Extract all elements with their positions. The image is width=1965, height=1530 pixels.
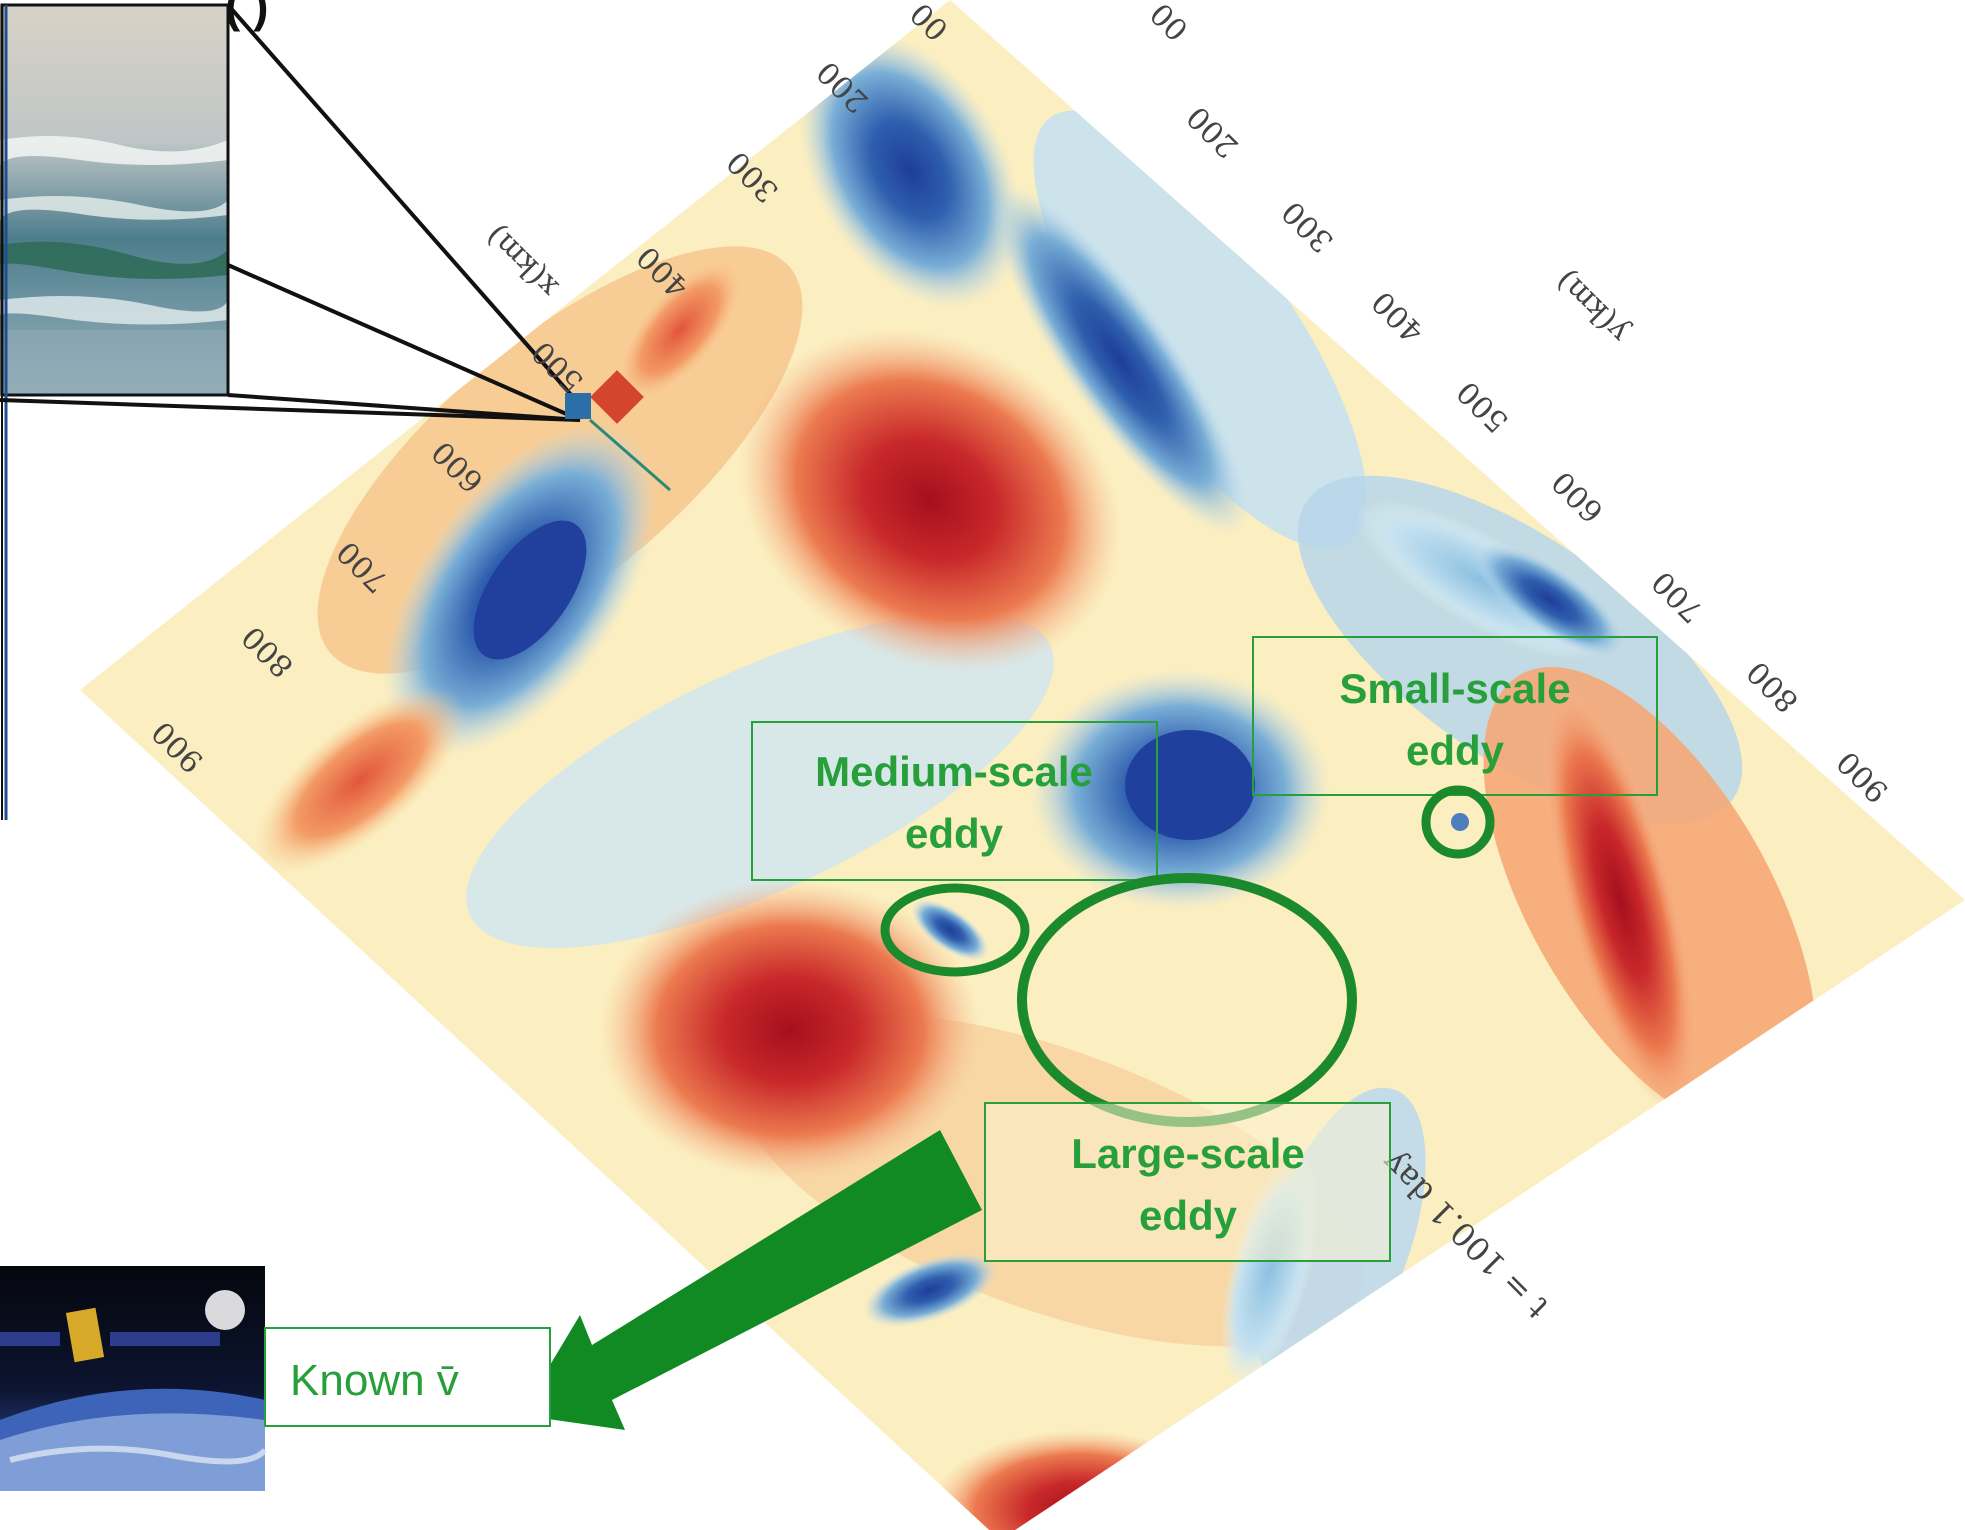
y-tick: 200 xyxy=(1180,99,1245,164)
cyclonic-eddy-core xyxy=(473,520,587,660)
known-box xyxy=(264,1327,551,1427)
ocean-waves-photo xyxy=(0,5,228,395)
large-scale-box xyxy=(984,1102,1391,1262)
large-scale-annotation: Large-scale eddy xyxy=(984,1102,1391,1262)
red-patch xyxy=(614,256,746,404)
field-swath xyxy=(1033,110,1367,550)
medium-scale-label-line2: eddy xyxy=(905,810,1004,857)
satellite-body xyxy=(65,1307,105,1363)
blue-patch xyxy=(863,1253,997,1327)
large-scale-label-line1: Large-scale xyxy=(1071,1130,1304,1177)
red-patch xyxy=(254,686,466,874)
tick-fragment: 00 xyxy=(1144,0,1196,47)
zoom-callout-lines xyxy=(0,3,582,422)
small-scale-label-line1: Small-scale xyxy=(1339,665,1570,712)
medium-blue-eddy xyxy=(911,899,989,961)
zoom-pointer xyxy=(589,418,671,492)
small-scale-box xyxy=(1252,636,1658,796)
y-tick: 800 xyxy=(1740,654,1805,719)
y-tick: 600 xyxy=(1545,464,1610,529)
large-scale-label-line2: eddy xyxy=(1139,1192,1238,1239)
large-blue-eddy-core xyxy=(1125,730,1255,840)
y-tick: 400 xyxy=(1365,284,1430,349)
downward-arrow xyxy=(520,1130,982,1430)
y-tick: 700 xyxy=(1645,564,1710,629)
cyclonic-eddy xyxy=(798,31,1022,309)
medium-scale-annotation: Medium-scale eddy xyxy=(751,721,1158,881)
solar-panel xyxy=(110,1332,220,1346)
medium-eddy-ring xyxy=(880,883,1030,977)
anticyclonic-eddy xyxy=(600,880,980,1180)
medium-scale-label-line1: Medium-scale xyxy=(815,748,1093,795)
blue-filament xyxy=(991,185,1249,535)
red-streak xyxy=(1542,687,1698,1113)
zoom-blue-square xyxy=(565,393,591,419)
x-axis-label: x(km) xyxy=(479,218,565,304)
y-axis-label: y(km) xyxy=(1549,263,1636,350)
blue-patch xyxy=(1474,542,1626,658)
medium-scale-box xyxy=(751,721,1158,881)
small-eddy-ring xyxy=(1421,785,1495,859)
field-swath xyxy=(466,611,1054,949)
known-label: Known v̄ xyxy=(290,1356,459,1405)
y-tick: 300 xyxy=(1275,194,1340,259)
sun-glare xyxy=(205,1290,245,1330)
small-scale-annotation: Small-scale eddy xyxy=(1252,636,1658,796)
solar-panel xyxy=(0,1332,60,1346)
small-scale-label-line2: eddy xyxy=(1406,727,1505,774)
anticyclonic-eddy xyxy=(739,329,1121,671)
satellite-earth-photo xyxy=(0,1266,268,1491)
y-tick: 500 xyxy=(1450,374,1515,439)
small-eddy xyxy=(1451,813,1469,831)
